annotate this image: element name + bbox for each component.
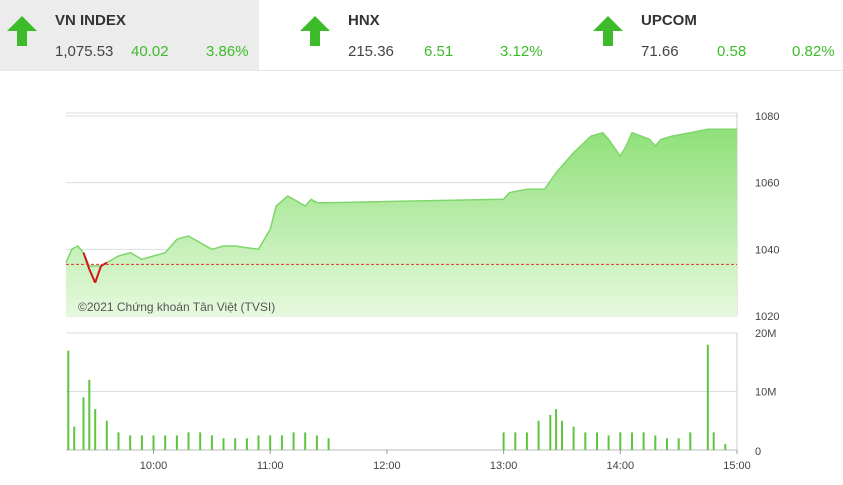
up-arrow-icon	[7, 16, 37, 46]
volume-bar	[525, 432, 528, 450]
volume-bar	[94, 409, 97, 450]
volume-bar	[706, 344, 709, 450]
volume-bar	[502, 432, 505, 450]
ticker-value: 215.36	[348, 43, 394, 60]
volume-bar	[152, 435, 155, 450]
ticker-name: VN INDEX	[55, 12, 126, 29]
ticker-vn-index[interactable]: VN INDEX 1,075.53 40.02 3.86%	[0, 0, 259, 70]
ticker-change: 6.51	[424, 43, 454, 60]
volume-bar	[187, 432, 190, 450]
volume-bar	[654, 435, 657, 450]
price-tick-label: 1020	[755, 311, 779, 323]
chart-credit: ©2021 Chứng khoán Tân Việt (TVSI)	[78, 300, 275, 314]
time-tick-label: 14:00	[607, 460, 635, 472]
volume-bar	[666, 438, 668, 450]
volume-bar	[596, 432, 598, 450]
price-area	[66, 129, 737, 316]
ticker-name: UPCOM	[641, 12, 697, 29]
time-tick-label: 13:00	[490, 460, 518, 472]
time-tick-label: 12:00	[373, 460, 401, 472]
time-tick-label: 15:00	[723, 460, 751, 472]
volume-bar	[105, 420, 108, 451]
price-line-below-reference	[94, 265, 102, 283]
volume-tick-label: 10M	[755, 387, 776, 399]
volume-bar	[677, 438, 680, 450]
price-tick-label: 1040	[755, 244, 779, 256]
volume-bar	[117, 432, 120, 450]
price-line	[65, 128, 737, 267]
volume-bar	[724, 444, 727, 450]
ticker-change: 40.02	[131, 43, 169, 60]
volume-bar	[514, 432, 517, 450]
up-arrow-icon	[593, 16, 623, 46]
volume-bar	[712, 432, 715, 450]
volume-bar	[280, 435, 283, 450]
price-line-below-reference	[88, 268, 97, 284]
ticker-hnx[interactable]: HNX 215.36 6.51 3.12%	[293, 0, 553, 70]
volume-bar	[537, 420, 540, 451]
volume-bar	[631, 432, 633, 450]
ticker-percent: 0.82%	[792, 43, 835, 60]
volume-tick-label: 20M	[755, 328, 776, 340]
ticker-percent: 3.12%	[500, 43, 543, 60]
volume-bar	[199, 432, 202, 450]
volume-bar	[234, 438, 237, 450]
volume-bar	[269, 435, 272, 450]
ticker-upcom[interactable]: UPCOM 71.66 0.58 0.82%	[586, 0, 843, 70]
volume-bar	[67, 350, 70, 450]
volume-bar	[164, 435, 167, 450]
ticker-value: 71.66	[641, 43, 679, 60]
volume-bar	[73, 426, 76, 450]
volume-bar	[175, 435, 178, 450]
volume-bar	[607, 435, 610, 450]
volume-bar	[245, 438, 248, 450]
volume-bar	[584, 432, 587, 450]
ticker-bar: VN INDEX 1,075.53 40.02 3.86% HNX 215.36…	[0, 0, 843, 70]
price-panel: 1020 1040 1060 1080	[65, 111, 779, 323]
volume-bar	[129, 435, 132, 450]
volume-bar	[549, 414, 552, 450]
volume-bar	[88, 379, 91, 450]
volume-bar	[561, 420, 563, 451]
volume-panel: 0 10M 20M 10:00 11:00 12:00 13:00 14:00 15:00	[66, 328, 776, 472]
volume-bar	[555, 409, 558, 450]
price-tick-label: 1080	[755, 111, 779, 123]
volume-bar	[257, 435, 260, 450]
ticker-percent: 3.86%	[206, 43, 249, 60]
volume-bar	[210, 435, 213, 450]
ticker-separator	[0, 70, 843, 71]
volume-bar	[642, 432, 645, 450]
volume-bar	[140, 435, 143, 450]
volume-bar	[689, 432, 692, 450]
price-tick-label: 1060	[755, 178, 779, 190]
volume-bar	[304, 432, 307, 450]
volume-tick-label: 0	[755, 446, 761, 458]
price-line-below-reference	[82, 252, 91, 270]
volume-bar	[327, 438, 330, 450]
ticker-change: 0.58	[717, 43, 747, 60]
time-tick-label: 11:00	[257, 460, 284, 472]
volume-bar	[82, 397, 85, 450]
volume-bar	[619, 432, 622, 450]
volume-bar	[292, 432, 295, 450]
volume-bar	[572, 426, 575, 450]
ticker-name: HNX	[348, 12, 380, 29]
time-tick-label: 10:00	[140, 460, 168, 472]
volume-bar	[315, 435, 318, 450]
ticker-value: 1,075.53	[55, 43, 114, 60]
up-arrow-icon	[300, 16, 330, 46]
volume-bar	[222, 438, 225, 450]
